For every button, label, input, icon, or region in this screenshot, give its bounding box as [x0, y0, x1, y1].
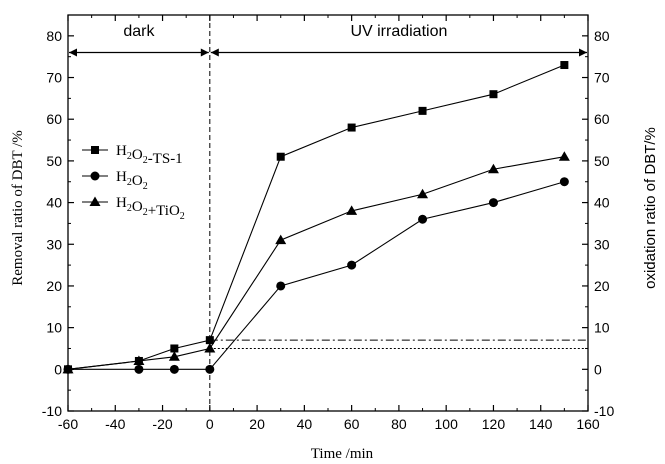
data-point [347, 123, 356, 132]
data-point [168, 351, 180, 361]
y-tick-label-right: 40 [594, 195, 610, 211]
data-point [418, 214, 428, 224]
y-tick-label-left: 10 [46, 320, 62, 336]
y-axis-title-left: Removal ratio of DBT /% [10, 130, 26, 286]
data-point [487, 163, 499, 174]
series-square [64, 61, 569, 374]
x-tick-label: 100 [435, 416, 459, 432]
data-point [488, 198, 498, 208]
x-tick-label: 60 [344, 416, 360, 432]
y-tick-label-right: 30 [594, 236, 610, 252]
x-tick-label: 140 [529, 416, 553, 432]
data-point [275, 234, 287, 245]
x-tick-label: 0 [206, 416, 214, 432]
y-tick-label-left: 70 [46, 70, 62, 86]
x-tick-label: -60 [58, 416, 78, 432]
y-tick-label-right: 0 [594, 361, 602, 377]
data-point [559, 177, 569, 187]
legend-label: H2O2 [116, 169, 148, 192]
ticks-layer: -60 -40 -20 0 20 40 60 80 100 120 140 160-10 -100 010… [42, 14, 614, 432]
data-point [346, 205, 358, 215]
legend-entry: H2O2+TiO2 [82, 195, 185, 222]
data-point [347, 260, 357, 270]
legend-marker [90, 171, 100, 181]
regions-layer: dark UV irradiation [69, 15, 587, 411]
data-point [276, 281, 286, 291]
y-tick-label-left: 30 [46, 236, 62, 252]
data-point [560, 61, 569, 70]
x-tick-label: 20 [249, 416, 265, 432]
region-arrow-dark-head-left [69, 48, 77, 57]
y-tick-label-right: -10 [594, 403, 614, 419]
y-tick-label-left: 50 [46, 153, 62, 169]
y-tick-label-right: 50 [594, 153, 610, 169]
series-layer [62, 61, 570, 374]
x-tick-label: -20 [152, 416, 172, 432]
y-tick-label-left: 80 [46, 28, 62, 44]
y-axis-title-right: oxidation ratio of DBT/% [642, 127, 659, 289]
y-tick-label-left: 60 [46, 111, 62, 127]
legend-entry: H2O2 [82, 169, 148, 192]
legend-label: H2O2+TiO2 [116, 195, 185, 222]
legend-label: H2O2-TS-1 [116, 143, 183, 167]
data-point [558, 151, 570, 161]
region-label-uv: UV irradiation [350, 23, 447, 40]
y-tick-label-right: 70 [594, 70, 610, 86]
x-axis-title: Time /min [311, 446, 374, 462]
data-point [170, 344, 179, 353]
region-arrow-uv-head-left [210, 48, 219, 57]
region-arrow-uv-head-right [579, 48, 587, 57]
y-tick-label-right: 60 [594, 111, 610, 127]
x-tick-label: 160 [576, 416, 600, 432]
data-point [489, 90, 498, 99]
legend-entry: H2O2-TS-1 [82, 143, 183, 167]
data-point [418, 106, 427, 115]
reference-lines [209, 339, 588, 349]
legend-marker [91, 146, 99, 154]
y-tick-label-left: -10 [42, 403, 62, 419]
x-tick-label: 40 [297, 416, 313, 432]
data-point [417, 188, 429, 199]
y-tick-label-left: 0 [54, 361, 62, 377]
region-arrow-dark-head-right [200, 48, 209, 57]
y-tick-label-right: 80 [594, 28, 610, 44]
legend-marker [89, 196, 101, 206]
x-tick-label: 120 [482, 416, 506, 432]
y-tick-label-right: 20 [594, 278, 610, 294]
data-point [134, 364, 144, 374]
data-point [169, 364, 179, 374]
data-point [205, 336, 214, 345]
x-tick-label: 80 [391, 416, 407, 432]
region-label-dark: dark [123, 23, 155, 40]
y-tick-label-left: 40 [46, 195, 62, 211]
y-tick-label-left: 20 [46, 278, 62, 294]
data-point [133, 355, 145, 365]
data-point [276, 152, 285, 161]
x-tick-label: -40 [105, 416, 125, 432]
y-tick-label-right: 10 [594, 320, 610, 336]
